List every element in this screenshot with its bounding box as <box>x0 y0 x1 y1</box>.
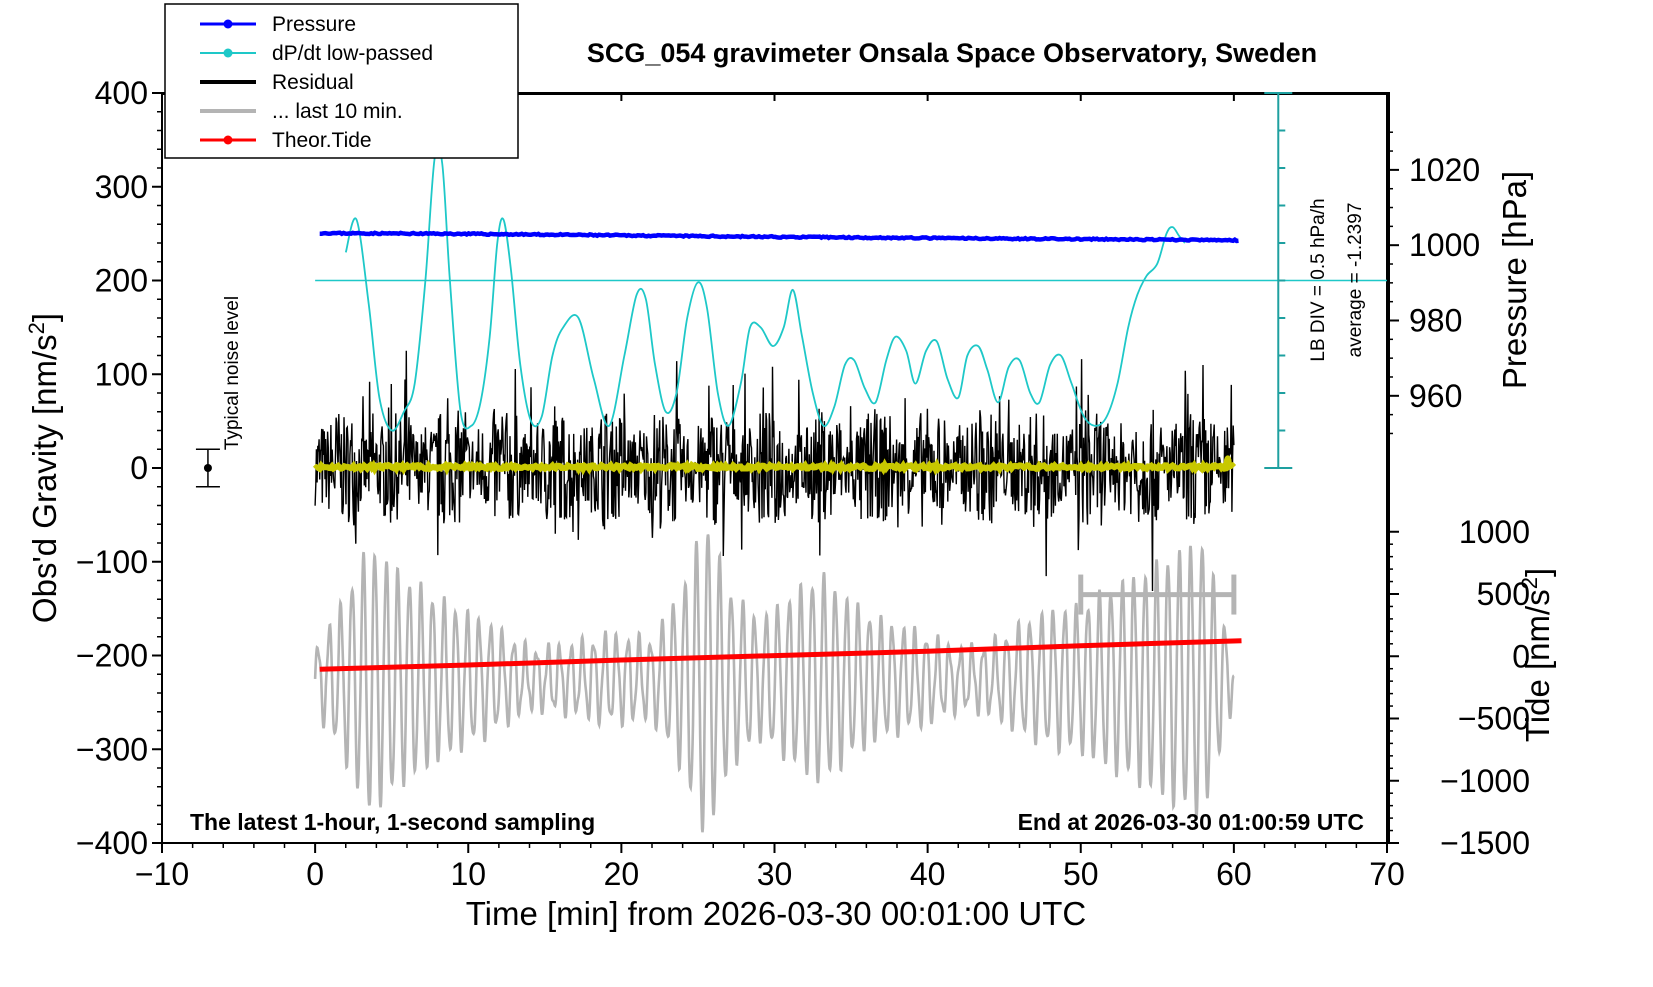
noise-indicator-label: Typical noise level <box>222 296 243 450</box>
y-axis-title-left-tail: ] <box>26 313 63 322</box>
annotation-bottom-right: End at 2026-03-30 01:00:59 UTC <box>1018 809 1364 835</box>
lb-average-label: average = -1.2397 <box>1345 203 1366 358</box>
x-tick-label: 20 <box>604 856 640 892</box>
tide-tick-label: 0 <box>1512 638 1530 674</box>
legend-label: Pressure <box>272 13 356 36</box>
x-tick-label: 50 <box>1063 856 1099 892</box>
tide-tick-label: −1500 <box>1440 825 1530 861</box>
y-tick-label: −200 <box>76 638 148 674</box>
pressure-axis-title: Pressure [hPa] <box>1496 171 1533 389</box>
x-tick-label: 0 <box>306 856 324 892</box>
y-tick-label: 300 <box>95 169 148 205</box>
pressure-line <box>319 230 1239 244</box>
y-tick-label: 100 <box>95 356 148 392</box>
y-axis-title-left-sup: 2 <box>24 322 49 334</box>
tide-tick-label: −1000 <box>1440 763 1530 799</box>
x-tick-label: 10 <box>450 856 486 892</box>
y-axis-title-left: Obs'd Gravity [nm/s2] <box>24 313 63 623</box>
x-tick-label: −10 <box>135 856 189 892</box>
tide-axis-title: Tide [nm/s2] <box>1517 568 1556 742</box>
pressure-tick-label: 1000 <box>1409 227 1480 263</box>
y-tick-label: −300 <box>76 731 148 767</box>
legend-marker <box>223 48 233 58</box>
y-axis-title-left-text: Obs'd Gravity [nm/s <box>26 334 63 623</box>
x-tick-label: 30 <box>757 856 793 892</box>
tide-tick-label: 1000 <box>1459 514 1530 550</box>
right-border-thick <box>1386 93 1390 843</box>
y-tick-label: −400 <box>76 825 148 861</box>
legend-marker <box>223 19 233 29</box>
tide-tick-label: 500 <box>1477 576 1530 612</box>
tide-axis-title-tail: ] <box>1519 568 1556 577</box>
residual-line <box>314 350 1235 592</box>
y-tick-label: 0 <box>130 450 148 486</box>
y-tick-label: −100 <box>76 544 148 580</box>
x-axis-title: Time [min] from 2026-03-30 00:01:00 UTC <box>466 895 1087 932</box>
chart-title: SCG_054 gravimeter Onsala Space Observat… <box>587 38 1317 68</box>
x-tick-label: 40 <box>910 856 946 892</box>
legend-label: ... last 10 min. <box>272 100 403 123</box>
mean-yellow-line <box>312 458 1237 476</box>
noise-indicator-dot <box>203 464 212 472</box>
annotation-bottom-left: The latest 1-hour, 1-second sampling <box>190 809 595 835</box>
x-tick-label: 60 <box>1216 856 1252 892</box>
pressure-tick-label: 960 <box>1409 378 1462 414</box>
dpdt-line <box>344 145 1186 432</box>
legend-label: Theor.Tide <box>272 129 372 152</box>
top-border-thick <box>162 92 1390 95</box>
legend-label: Residual <box>272 71 354 94</box>
y-tick-label: 400 <box>95 75 148 111</box>
pressure-tick-label: 980 <box>1409 303 1462 339</box>
pressure-tick-label: 1020 <box>1409 152 1480 188</box>
tide-axis-title-sup: 2 <box>1517 577 1542 589</box>
legend-label: dP/dt low-passed <box>272 42 433 65</box>
lb-div-label: LB DIV = 0.5 hPa/h <box>1308 198 1329 361</box>
y-tick-label: 200 <box>95 263 148 299</box>
x-tick-label: 70 <box>1369 856 1405 892</box>
legend-marker <box>223 135 233 145</box>
legend: Pressure dP/dt low-passed Residual ... last… <box>164 3 519 159</box>
observed-grey-line <box>313 534 1235 833</box>
tide-tick-label: −500 <box>1458 701 1530 737</box>
tide-line <box>319 638 1242 672</box>
mean-yellow-end-blob <box>1223 455 1232 470</box>
tide-axis-title-text: Tide [nm/s <box>1519 589 1556 742</box>
